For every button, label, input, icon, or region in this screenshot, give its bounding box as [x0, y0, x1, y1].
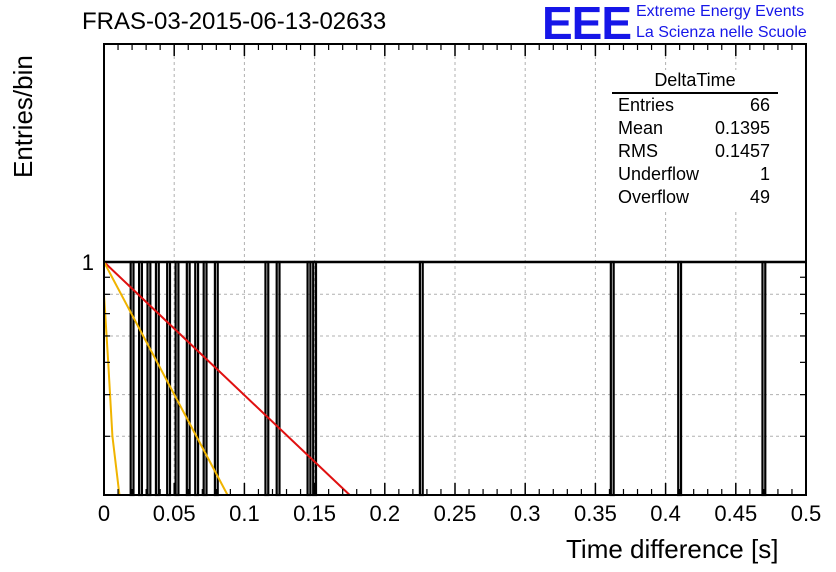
logo-caption-line1: Extreme Energy Events — [636, 3, 805, 20]
histogram-bin — [194, 260, 200, 497]
histogram-bin — [146, 260, 152, 497]
eee-logo: EEE — [542, 0, 632, 49]
histogram-bin — [264, 260, 270, 497]
stats-box: DeltaTime Entries 66 Mean 0.1395 RMS 0.1457 Un… — [612, 70, 778, 209]
x-tick-label: 0.5 — [791, 501, 822, 526]
x-tick-label: 0.15 — [293, 501, 336, 526]
stats-value: 1 — [759, 164, 770, 184]
logo-caption-line2: La Scienza nelle Scuole — [636, 24, 807, 41]
histogram-bin — [275, 260, 281, 497]
x-tick-label: 0.45 — [714, 501, 757, 526]
stats-value: 0.1395 — [714, 118, 770, 138]
histogram-bin — [418, 260, 424, 497]
x-tick-label: 0.35 — [574, 501, 617, 526]
stats-row: Entries 66 — [612, 94, 778, 117]
histogram-bin — [213, 260, 219, 497]
x-tick-label: 0.05 — [153, 501, 196, 526]
histogram-bin — [761, 260, 767, 497]
stats-row: Mean 0.1395 — [612, 117, 778, 140]
stats-value: 49 — [749, 187, 770, 207]
x-tick-label: 0.2 — [370, 501, 401, 526]
histogram-bin — [306, 260, 312, 497]
stats-row: RMS 0.1457 — [612, 140, 778, 163]
plot-title: FRAS-03-2015-06-13-02633 — [82, 8, 387, 35]
stats-label: Entries — [618, 95, 675, 115]
y-axis-label: Entries/bin — [8, 55, 38, 178]
x-axis-label: Time difference [s] — [566, 534, 779, 564]
histogram-bin — [166, 260, 172, 497]
stats-label: RMS — [618, 141, 658, 161]
histogram-bin — [609, 260, 615, 497]
stats-label: Underflow — [618, 164, 700, 184]
histogram-bin — [129, 260, 135, 497]
histogram-bin — [185, 260, 191, 497]
y-tick-label: 1 — [82, 250, 94, 275]
fit-line — [103, 294, 121, 496]
stats-label: Mean — [618, 118, 664, 138]
fit-line — [103, 261, 229, 496]
histogram-bin — [677, 260, 683, 497]
x-tick-label: 0.4 — [650, 501, 681, 526]
histogram-bin — [174, 260, 180, 497]
histogram-bin — [154, 260, 160, 497]
stats-value: 66 — [749, 95, 770, 115]
fit-line — [103, 261, 351, 496]
x-tick-label: 0 — [98, 501, 110, 526]
histogram-bin — [202, 260, 208, 497]
stats-label: Overflow — [618, 187, 690, 207]
stats-title: DeltaTime — [612, 70, 778, 94]
x-tick-label: 0.3 — [510, 501, 541, 526]
x-tick-label: 0.25 — [434, 501, 477, 526]
x-tick-label: 0.1 — [229, 501, 260, 526]
stats-value: 0.1457 — [714, 141, 770, 161]
stats-row: Underflow 1 — [612, 163, 778, 186]
stats-row: Overflow 49 — [612, 186, 778, 209]
